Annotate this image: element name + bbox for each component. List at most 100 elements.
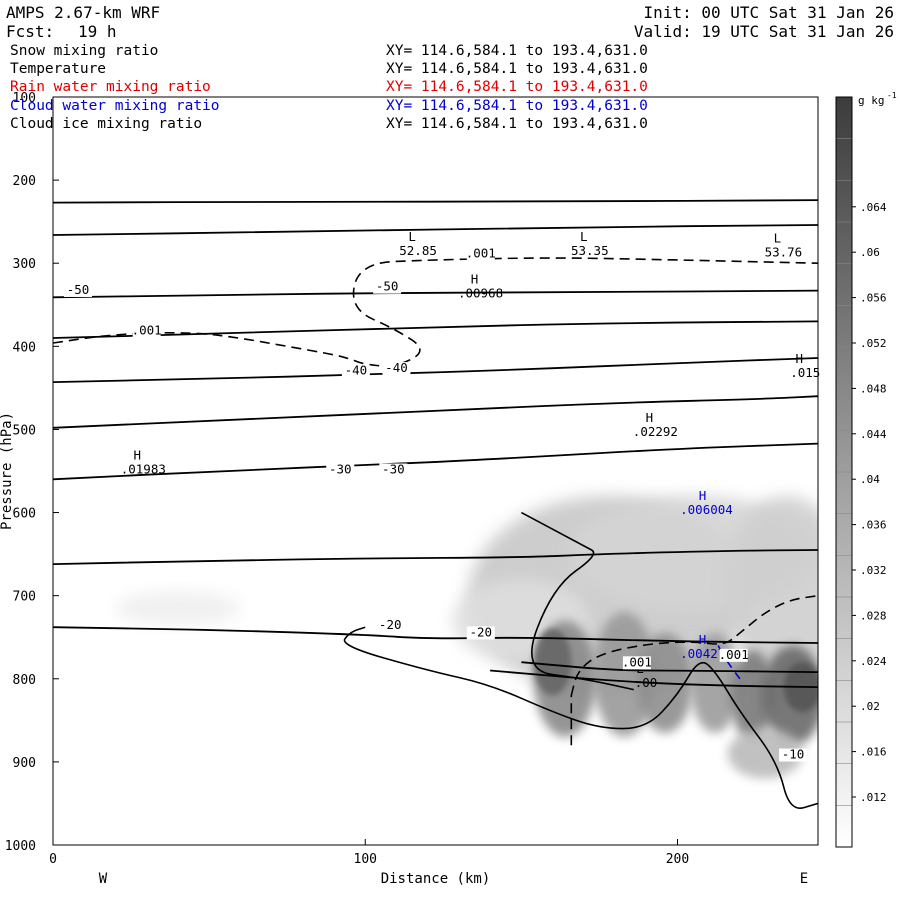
init-time: Init: 00 UTC Sat 31 Jan 26 [643, 3, 894, 22]
cloud-water-extremum-marker: H [699, 632, 707, 647]
y-tick-label: 900 [13, 756, 36, 771]
contour-value-label: -20 [379, 617, 402, 632]
colorbar-tick-label: .048 [860, 382, 887, 395]
colorbar-tick-label: .016 [860, 746, 887, 759]
extremum-marker: H [134, 447, 142, 462]
x-tick-label: 100 [354, 852, 377, 867]
temperature-contour [521, 661, 818, 673]
x-tick-label: 200 [666, 852, 689, 867]
extremum-value: .00 [635, 675, 658, 690]
y-tick-label: 700 [13, 590, 36, 605]
mixing-ratio-blob [724, 495, 818, 679]
y-tick-label: 100 [13, 91, 36, 106]
east-label: E [800, 871, 808, 887]
colorbar-tick-label: .036 [860, 519, 887, 532]
x-axis-label: Distance (km) [381, 871, 491, 887]
model-title: AMPS 2.67-km WRF [6, 3, 161, 22]
y-tick-label: 800 [13, 673, 36, 688]
field-section-coords: XY= 114.6,584.1 to 193.4,631.0 [386, 61, 648, 78]
contour-label-bg [132, 324, 161, 338]
mixing-ratio-blob [115, 591, 241, 625]
field-name: Snow mixing ratio [10, 43, 159, 59]
extremum-marker: L [774, 231, 782, 246]
temperature-contour [53, 395, 818, 429]
temperature-contour [53, 224, 818, 236]
contour-value-label: -10 [782, 747, 805, 762]
colorbar-tick-label: .056 [860, 292, 887, 305]
contour-value-label: -40 [345, 363, 368, 378]
colorbar-tick-label: .028 [860, 609, 887, 622]
contour-label-bg [63, 283, 92, 297]
colorbar-tick-label: .012 [860, 791, 887, 804]
y-tick-label: 200 [13, 174, 36, 189]
colorbar-tick-label: .024 [860, 655, 887, 668]
extremum-marker: H [795, 351, 803, 366]
extremum-value: .00968 [458, 285, 503, 300]
contour-label-bg [376, 618, 405, 632]
y-tick-label: 600 [13, 507, 36, 522]
y-tick-label: 500 [13, 423, 36, 438]
extremum-value: .015 [790, 365, 820, 380]
colorbar-tick-label: .04 [860, 473, 880, 486]
forecast-label: Fcst: [6, 22, 55, 41]
mixing-ratio-blob [593, 612, 656, 737]
contour-value-label: -30 [329, 461, 352, 476]
contour-labels: L52.85L53.35L53.76H.00968H.015H.02292H.0… [63, 229, 820, 762]
cloud-water-extremum-value: .006004 [680, 502, 733, 517]
y-tick-label: 400 [13, 340, 36, 355]
field-section-coords: XY= 114.6,584.1 to 193.4,631.0 [386, 43, 648, 59]
extremum-marker: H [646, 410, 654, 425]
contour-label-bg [379, 463, 408, 477]
colorbar: .012 .016 .02 .024 .028 .032 .036 .04 .044 .048 .0… [835, 91, 897, 848]
colorbar-unit: g kg [858, 94, 885, 107]
contour-value-label: .001 [132, 323, 162, 338]
colorbar-tick-label: .02 [860, 700, 880, 713]
field-name: Rain water mixing ratio [10, 79, 211, 96]
mixing-ratio-shading [115, 495, 818, 779]
y-axis-label: Pressure (hPa) [0, 412, 15, 530]
contour-label-bg [382, 362, 411, 376]
snow-contour [570, 594, 818, 696]
contour-value-label: .001 [466, 245, 496, 260]
contour-value-label: -50 [67, 282, 90, 297]
field-name: Cloud ice mixing ratio [10, 115, 203, 132]
field-section-coords: XY= 114.6,584.1 to 193.4,631.0 [386, 79, 648, 96]
mixing-ratio-blob [727, 728, 803, 779]
mixing-ratio-blob [730, 649, 775, 742]
temperature-contour [53, 442, 818, 481]
extremum-value: .01983 [121, 461, 166, 476]
extremum-marker: L [408, 229, 416, 244]
contour-label-bg [373, 280, 402, 294]
extremum-marker: L [580, 229, 588, 244]
forecast-hours: 19 h [78, 22, 117, 41]
colorbar-tick-label: .052 [860, 337, 887, 350]
contour-value-label: .001 [622, 654, 652, 669]
contour-label-bg [779, 748, 808, 762]
cloud-water-extremum-value: .004275 [680, 646, 733, 661]
extremum-marker: H [471, 271, 479, 286]
colorbar-unit-exponent: -1 [887, 91, 897, 100]
field-name: Temperature [10, 61, 107, 78]
contour-value-label: -20 [469, 624, 492, 639]
contour-value-label: -40 [385, 360, 408, 375]
temperature-contour [53, 320, 818, 339]
temperature-contour [521, 511, 634, 691]
axes: 100 200 300 400 500 600 700 800 900 1000 0 100 200 Di… [0, 91, 808, 887]
colorbar-tick-label: .064 [860, 201, 887, 214]
contour-value-label: -50 [376, 279, 399, 294]
contour-label-bg [622, 656, 651, 670]
colorbar-tick-label: .06 [860, 246, 880, 259]
contour-value-label: -30 [382, 461, 405, 476]
temperature-contour [53, 357, 818, 383]
extremum-value: 53.76 [765, 245, 803, 260]
temperature-contour [53, 626, 818, 644]
y-tick-label: 300 [13, 257, 36, 272]
temperature-contour [53, 199, 818, 204]
cloud-water-extremum-marker: H [699, 488, 707, 503]
y-tick-label: 1000 [5, 839, 36, 854]
contour-label-bg [719, 648, 748, 662]
colorbar-frame [835, 96, 853, 848]
colorbar-tick-label: .032 [860, 564, 887, 577]
west-label: W [99, 871, 108, 887]
mixing-ratio-blob [533, 628, 572, 696]
